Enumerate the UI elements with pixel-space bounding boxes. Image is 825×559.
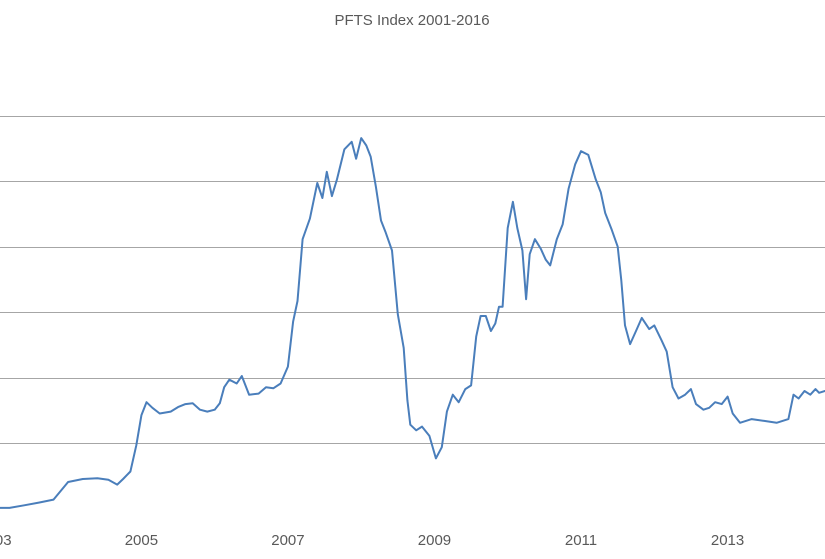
pfts-index-line xyxy=(0,137,825,509)
gridlines xyxy=(0,116,825,444)
x-tick-label-2005: 2005 xyxy=(125,532,158,549)
x-tick-label-2007: 2007 xyxy=(271,532,304,549)
x-tick-label-2011: 2011 xyxy=(565,532,597,549)
chart-title: PFTS Index 2001-2016 xyxy=(334,12,489,29)
x-axis-tick-labels: 2003 2005 2007 2009 2011 2013 xyxy=(0,532,744,549)
x-tick-label-2013: 2013 xyxy=(711,532,744,549)
x-tick-label-2003: 2003 xyxy=(0,532,12,549)
x-tick-label-2009: 2009 xyxy=(418,532,451,549)
